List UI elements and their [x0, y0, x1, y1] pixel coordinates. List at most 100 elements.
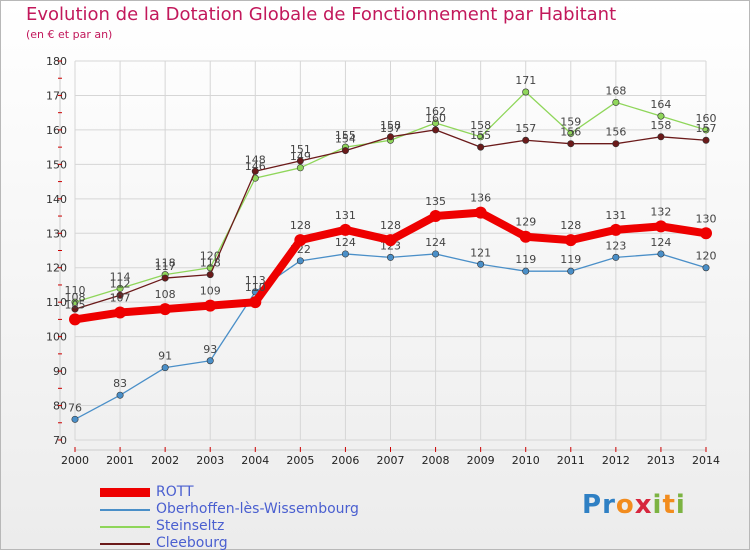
data-point-cleebourg [206, 271, 214, 279]
legend-item: Steinseltz [100, 518, 359, 535]
data-label-rott: 130 [696, 212, 717, 225]
legend-item: Oberhoffen-lès-Wissembourg [100, 501, 359, 518]
y-tick-label: 180 [46, 55, 67, 68]
data-point-steinseltz [522, 88, 530, 96]
data-point-rott [249, 296, 262, 309]
logo-letter: i [652, 490, 663, 520]
data-label-rott: 135 [425, 195, 446, 208]
data-point-rott [294, 234, 307, 247]
data-label-cleebourg: 160 [425, 112, 446, 125]
data-label-rott: 131 [605, 209, 626, 222]
data-label-oberhoffen-les-wissembourg: 113 [245, 274, 266, 287]
data-point-steinseltz [71, 298, 79, 306]
data-point-oberhoffen-les-wissembourg [206, 357, 214, 365]
logo-letter: r [602, 490, 616, 520]
data-label-cleebourg: 157 [515, 122, 536, 135]
data-point-rott [519, 230, 532, 243]
proxiti-logo: Proxiti [582, 490, 686, 520]
legend-label: Steinseltz [156, 518, 225, 534]
data-label-rott: 131 [335, 209, 356, 222]
data-point-cleebourg [161, 274, 169, 282]
data-point-steinseltz [116, 284, 124, 292]
data-point-cleebourg [522, 136, 530, 144]
data-label-cleebourg: 154 [335, 133, 356, 146]
chart-subtitle: (en € et par an) [26, 28, 113, 41]
data-label-steinseltz: 159 [560, 115, 581, 128]
data-label-rott: 108 [155, 288, 176, 301]
data-label-steinseltz: 120 [200, 250, 221, 263]
data-label-steinseltz: 168 [605, 84, 626, 97]
data-point-rott [564, 234, 577, 247]
data-label-cleebourg: 156 [560, 126, 581, 139]
data-point-cleebourg [296, 157, 304, 165]
data-point-oberhoffen-les-wissembourg [432, 250, 440, 258]
data-point-steinseltz [702, 126, 710, 134]
data-label-oberhoffen-les-wissembourg: 123 [605, 239, 626, 252]
y-tick-label: 150 [46, 158, 67, 171]
data-label-cleebourg: 156 [605, 126, 626, 139]
data-label-rott: 128 [560, 219, 581, 232]
data-label-cleebourg: 151 [290, 143, 311, 156]
data-point-oberhoffen-les-wissembourg [657, 250, 665, 258]
data-label-oberhoffen-les-wissembourg: 93 [203, 343, 217, 356]
data-point-oberhoffen-les-wissembourg [612, 253, 620, 261]
x-tick-label: 2007 [377, 454, 405, 467]
chart-title: Evolution de la Dotation Globale de Fonc… [26, 4, 617, 25]
data-label-rott: 105 [65, 298, 86, 311]
data-point-steinseltz [657, 112, 665, 120]
y-tick-label: 100 [46, 331, 67, 344]
data-label-steinseltz: 110 [65, 284, 86, 297]
logo-letter: i [675, 490, 686, 520]
data-point-oberhoffen-les-wissembourg [341, 250, 349, 258]
data-point-cleebourg [251, 167, 259, 175]
data-point-rott [384, 234, 397, 247]
logo-letter: o [615, 490, 635, 520]
data-label-rott: 107 [110, 292, 131, 305]
data-label-rott: 128 [380, 219, 401, 232]
data-point-steinseltz [477, 133, 485, 141]
x-tick-label: 2006 [331, 454, 359, 467]
data-point-rott [700, 227, 712, 240]
data-label-steinseltz: 114 [110, 270, 131, 283]
x-tick-label: 2001 [106, 454, 134, 467]
legend-label: Cleebourg [156, 535, 228, 551]
data-label-steinseltz: 171 [515, 74, 536, 87]
data-label-cleebourg: 158 [650, 119, 671, 132]
data-point-oberhoffen-les-wissembourg [116, 391, 124, 399]
y-tick-label: 130 [46, 227, 67, 240]
data-label-cleebourg: 157 [696, 122, 717, 135]
data-point-oberhoffen-les-wissembourg [386, 253, 394, 261]
y-tick-label: 170 [46, 89, 67, 102]
data-point-cleebourg [567, 140, 575, 148]
legend-swatch [100, 542, 150, 545]
data-label-steinseltz: 160 [696, 112, 717, 125]
x-tick-label: 2009 [467, 454, 495, 467]
data-point-oberhoffen-les-wissembourg [477, 260, 485, 268]
logo-letter: t [662, 490, 676, 520]
data-point-cleebourg [116, 291, 124, 299]
data-point-steinseltz [612, 98, 620, 106]
data-point-steinseltz [432, 119, 440, 127]
data-label-cleebourg: 112 [110, 277, 131, 290]
data-label-cleebourg: 155 [470, 129, 491, 142]
data-label-steinseltz: 164 [650, 98, 671, 111]
data-label-rott: 128 [290, 219, 311, 232]
data-point-oberhoffen-les-wissembourg [567, 267, 575, 275]
y-tick-label: 120 [46, 262, 67, 275]
x-tick-label: 2013 [647, 454, 675, 467]
data-label-oberhoffen-les-wissembourg: 83 [113, 377, 127, 390]
y-tick-label: 140 [46, 193, 67, 206]
legend-swatch [100, 488, 150, 497]
data-point-cleebourg [71, 305, 79, 313]
data-label-cleebourg: 108 [65, 291, 86, 304]
data-point-rott [69, 313, 81, 326]
data-point-cleebourg [702, 136, 710, 144]
data-point-rott [339, 223, 352, 236]
data-label-oberhoffen-les-wissembourg: 76 [68, 401, 82, 414]
data-point-rott [654, 220, 667, 233]
data-point-cleebourg [612, 140, 620, 148]
data-label-steinseltz: 118 [155, 257, 176, 270]
data-label-rott: 109 [200, 285, 221, 298]
y-tick-label: 110 [46, 296, 67, 309]
